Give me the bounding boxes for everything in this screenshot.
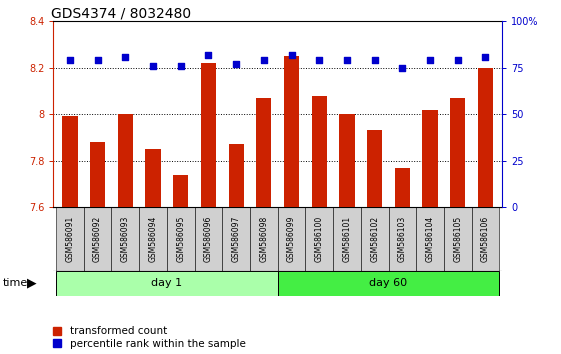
Text: GSM586095: GSM586095 [176, 216, 185, 262]
Point [149, 63, 158, 69]
FancyBboxPatch shape [333, 207, 361, 271]
Text: GSM586099: GSM586099 [287, 216, 296, 262]
FancyBboxPatch shape [56, 271, 278, 296]
FancyBboxPatch shape [167, 207, 195, 271]
Text: GSM586097: GSM586097 [232, 216, 241, 262]
Point [315, 57, 324, 63]
FancyBboxPatch shape [416, 207, 444, 271]
Point [287, 52, 296, 57]
Text: GSM586103: GSM586103 [398, 216, 407, 262]
Point [204, 52, 213, 57]
FancyBboxPatch shape [444, 207, 472, 271]
FancyBboxPatch shape [361, 207, 389, 271]
Text: GSM586092: GSM586092 [93, 216, 102, 262]
Point [93, 57, 102, 63]
Bar [256, 98, 272, 207]
Text: GSM586100: GSM586100 [315, 216, 324, 262]
Point [259, 57, 268, 63]
Bar [228, 144, 244, 207]
Point [232, 61, 241, 67]
Bar [367, 130, 382, 207]
FancyBboxPatch shape [250, 207, 278, 271]
Point [121, 54, 130, 59]
Text: GSM586106: GSM586106 [481, 216, 490, 262]
Point [66, 57, 75, 63]
Point [398, 65, 407, 70]
Point [370, 57, 379, 63]
Bar [284, 56, 299, 207]
FancyBboxPatch shape [195, 207, 222, 271]
Bar [118, 114, 133, 207]
Bar [478, 68, 493, 207]
FancyBboxPatch shape [472, 207, 499, 271]
Bar [422, 109, 438, 207]
Legend: transformed count, percentile rank within the sample: transformed count, percentile rank withi… [53, 326, 245, 349]
Bar [201, 63, 216, 207]
Point [176, 63, 185, 69]
Text: GSM586102: GSM586102 [370, 216, 379, 262]
Text: GSM586096: GSM586096 [204, 216, 213, 262]
FancyBboxPatch shape [222, 207, 250, 271]
FancyBboxPatch shape [278, 271, 499, 296]
Text: ▶: ▶ [27, 277, 36, 290]
Text: day 1: day 1 [151, 278, 182, 288]
FancyBboxPatch shape [389, 207, 416, 271]
Text: GSM586101: GSM586101 [342, 216, 351, 262]
Bar [339, 114, 355, 207]
Text: GDS4374 / 8032480: GDS4374 / 8032480 [51, 6, 191, 20]
Text: GSM586093: GSM586093 [121, 216, 130, 262]
Text: GSM586098: GSM586098 [259, 216, 268, 262]
FancyBboxPatch shape [84, 207, 112, 271]
FancyBboxPatch shape [56, 207, 84, 271]
Bar [395, 167, 410, 207]
Point [453, 57, 462, 63]
Bar [145, 149, 160, 207]
FancyBboxPatch shape [112, 207, 139, 271]
Text: GSM586105: GSM586105 [453, 216, 462, 262]
Bar [450, 98, 466, 207]
Bar [311, 96, 327, 207]
Point [481, 54, 490, 59]
Point [342, 57, 351, 63]
FancyBboxPatch shape [139, 207, 167, 271]
Text: GSM586104: GSM586104 [426, 216, 435, 262]
Text: day 60: day 60 [370, 278, 408, 288]
Bar [173, 175, 188, 207]
FancyBboxPatch shape [305, 207, 333, 271]
FancyBboxPatch shape [278, 207, 305, 271]
Text: GSM586091: GSM586091 [66, 216, 75, 262]
Point [426, 57, 435, 63]
Bar [90, 142, 105, 207]
Text: time: time [3, 278, 28, 288]
Text: GSM586094: GSM586094 [149, 216, 158, 262]
Bar [62, 116, 77, 207]
